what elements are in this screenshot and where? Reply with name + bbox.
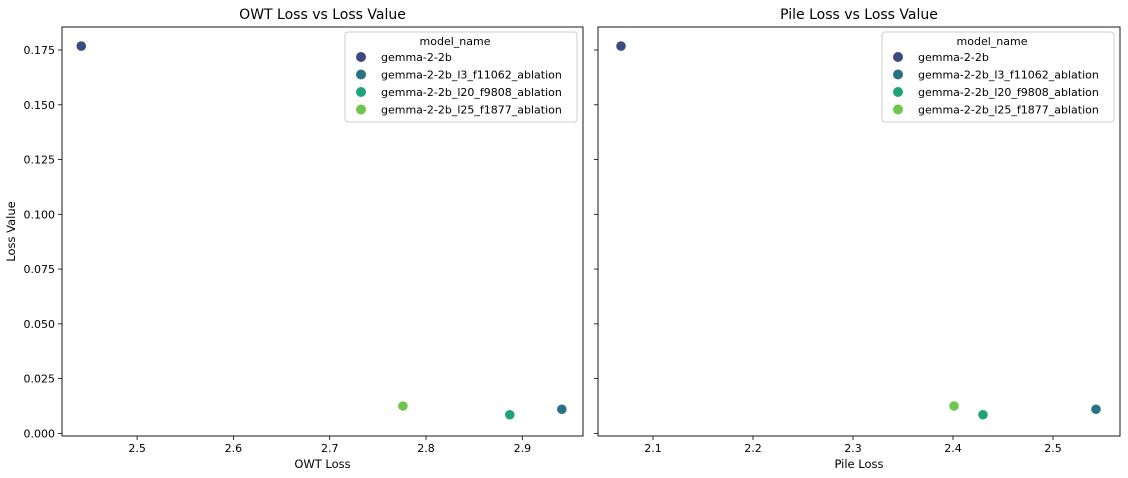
- chart-title: OWT Loss vs Loss Value: [239, 7, 406, 23]
- y-tick-label: 0.150: [24, 99, 56, 112]
- legend-entry-4: gemma-2-2b_l25_f1877_ablation: [381, 104, 562, 117]
- data-point-4: [397, 400, 409, 412]
- chart-panel-1: OWT Loss vs Loss Value 2.5 2.6 2.7 2.8 2.9 0.0…: [4, 7, 584, 471]
- y-tick-label: 0.000: [24, 427, 56, 440]
- legend-entry-1: gemma-2-2b: [918, 51, 989, 64]
- chart-panel-2: Pile Loss vs Loss Value 2.1 2.2 2.3 2.4 2.5 Pi…: [594, 7, 1121, 471]
- x-tick-label: 2.7: [321, 442, 339, 455]
- y-tick-label: 0.075: [24, 263, 56, 276]
- data-point-4: [948, 400, 960, 412]
- data-point-1: [75, 40, 87, 52]
- legend-marker-4: [893, 104, 903, 115]
- legend-marker-1: [356, 52, 366, 62]
- legend-marker-2: [356, 69, 366, 80]
- legend-box: [344, 31, 578, 123]
- x-tick-label: 2.4: [944, 442, 962, 455]
- x-tick-label: 2.8: [417, 442, 435, 455]
- data-point-3: [504, 409, 516, 421]
- x-tick-label: 2.2: [744, 442, 762, 455]
- legend-box: [881, 31, 1115, 123]
- x-tick-label: 2.1: [644, 442, 662, 455]
- x-axis-label: Pile Loss: [834, 457, 883, 471]
- x-axis-label: OWT Loss: [294, 457, 350, 471]
- legend-marker-3: [356, 87, 366, 97]
- legend: model_name gemma-2-2b gemma-2-2b_l3_f11062…: [881, 31, 1115, 123]
- data-point-1: [615, 40, 627, 52]
- legend-title: model_name: [420, 35, 491, 48]
- legend-entry-3: gemma-2-2b_l20_f9808_ablation: [918, 86, 1099, 99]
- x-tick-label: 2.9: [514, 442, 532, 455]
- y-tick-label: 0.175: [24, 44, 56, 57]
- chart-title: Pile Loss vs Loss Value: [780, 7, 938, 23]
- legend-entry-3: gemma-2-2b_l20_f9808_ablation: [381, 86, 562, 99]
- legend-marker-1: [893, 52, 903, 62]
- data-point-2: [556, 403, 568, 415]
- y-tick-label: 0.025: [24, 373, 56, 386]
- legend-marker-3: [893, 87, 903, 97]
- legend-marker-2: [893, 69, 903, 80]
- legend: model_name gemma-2-2b gemma-2-2b_l3_f11062…: [344, 31, 578, 123]
- x-tick-label: 2.6: [225, 442, 243, 455]
- plot-frame: [597, 26, 1121, 437]
- plot-frame: [61, 26, 584, 437]
- legend-marker-4: [356, 104, 366, 115]
- x-tick-label: 2.5: [1044, 442, 1062, 455]
- data-point-3: [977, 409, 989, 421]
- y-tick-label: 0.125: [24, 154, 56, 167]
- legend-title: model_name: [957, 35, 1028, 48]
- legend-entry-2: gemma-2-2b_l3_f11062_ablation: [918, 69, 1099, 82]
- y-tick-label: 0.100: [24, 208, 56, 221]
- legend-entry-1: gemma-2-2b: [381, 51, 452, 64]
- x-tick-label: 2.5: [128, 442, 146, 455]
- data-point-2: [1090, 403, 1102, 415]
- legend-entry-4: gemma-2-2b_l25_f1877_ablation: [918, 104, 1099, 117]
- y-tick-label: 0.050: [24, 318, 56, 331]
- y-axis-label: Loss Value: [4, 201, 18, 261]
- x-tick-label: 2.3: [844, 442, 862, 455]
- legend-entry-2: gemma-2-2b_l3_f11062_ablation: [381, 69, 562, 82]
